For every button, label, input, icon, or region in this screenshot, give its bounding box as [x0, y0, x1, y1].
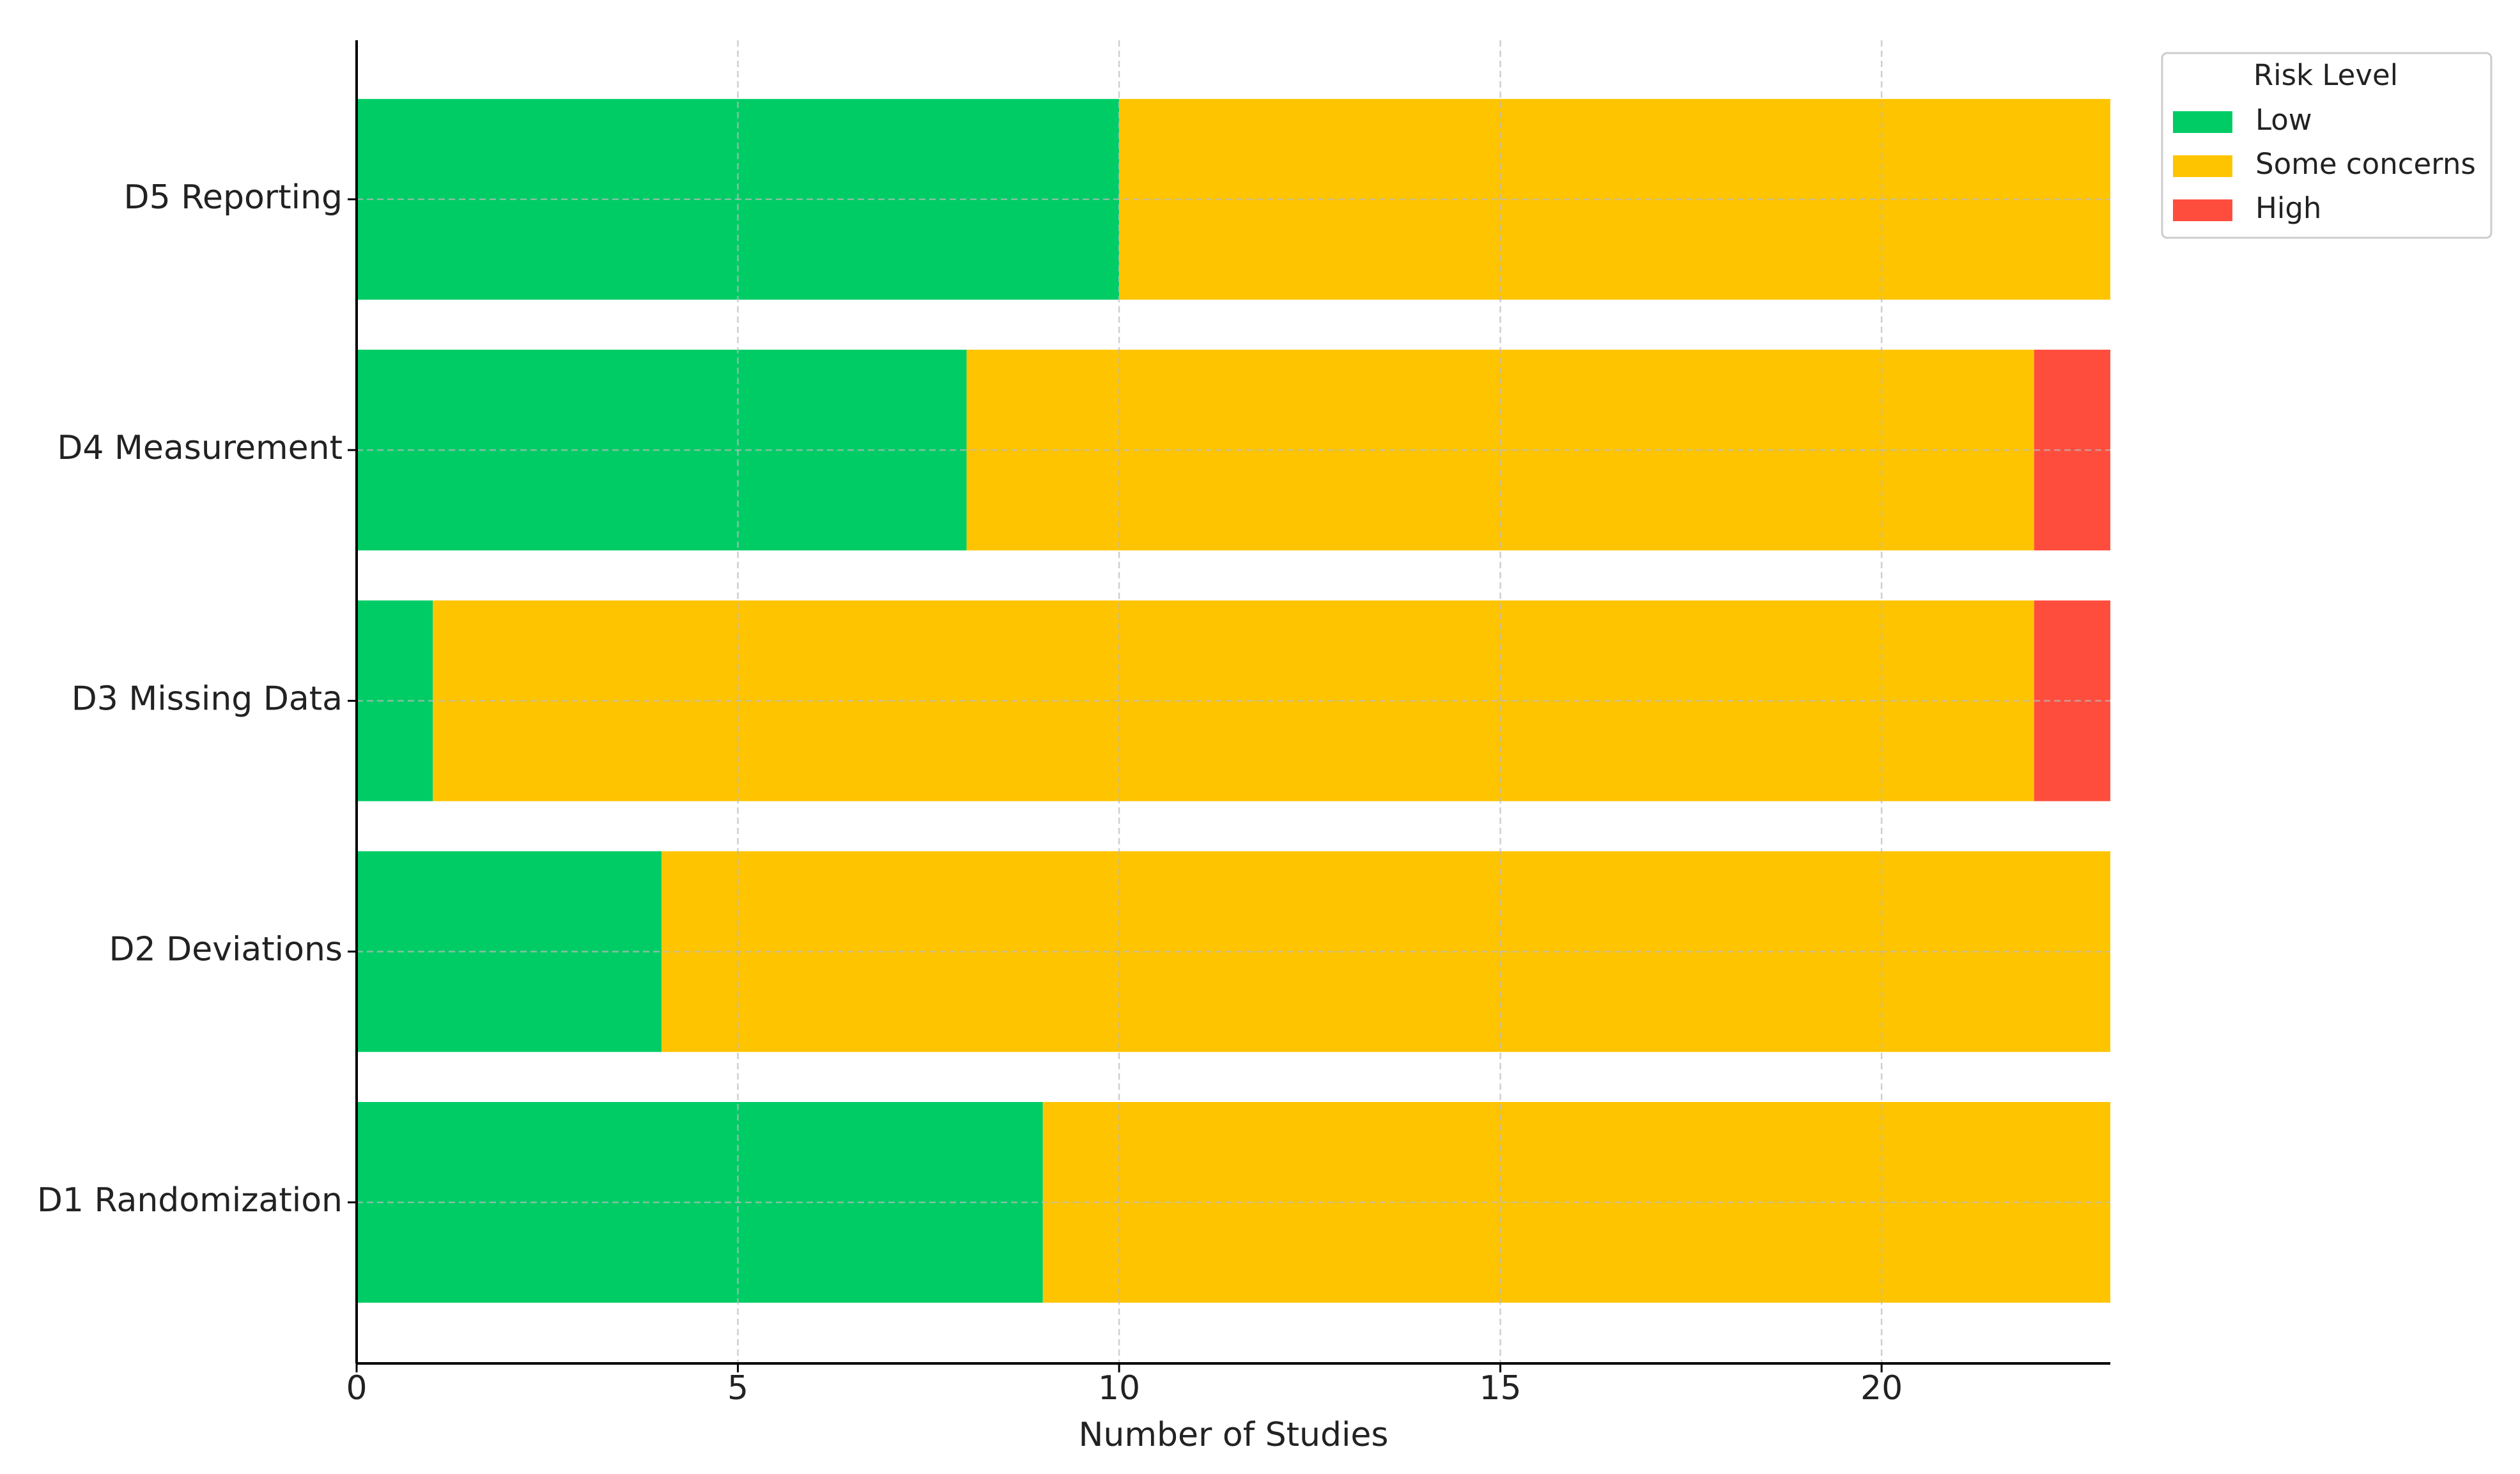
bar-segment — [357, 350, 967, 551]
x-tick-label: 20 — [1860, 1369, 1903, 1408]
legend-box — [2161, 52, 2493, 239]
legend-title: Risk Level — [2253, 58, 2398, 92]
legend-swatch — [2173, 155, 2232, 177]
legend-swatch — [2173, 111, 2232, 133]
x-tick-label: 0 — [346, 1369, 367, 1408]
y-tick-label: D3 Missing Data — [72, 679, 343, 718]
legend-label: Some concerns — [2255, 147, 2476, 181]
y-tick-label: D1 Randomization — [37, 1181, 343, 1220]
x-tick-label: 15 — [1479, 1369, 1521, 1408]
x-axis-label: Number of Studies — [1079, 1416, 1389, 1454]
legend: Risk Level Low Some concerns High — [2161, 52, 2493, 239]
bar-segment — [357, 851, 662, 1052]
y-tick-label: D2 Deviations — [109, 931, 343, 969]
y-tick-label: D5 Reporting — [124, 178, 343, 217]
bars — [357, 98, 2111, 1303]
legend-swatch — [2173, 199, 2232, 221]
legend-label: High — [2255, 191, 2321, 225]
legend-label: Low — [2255, 103, 2312, 137]
x-tick-label: 5 — [727, 1369, 748, 1408]
y-tick-label: D4 Measurement — [57, 429, 343, 467]
x-tick-label: 10 — [1098, 1369, 1140, 1408]
